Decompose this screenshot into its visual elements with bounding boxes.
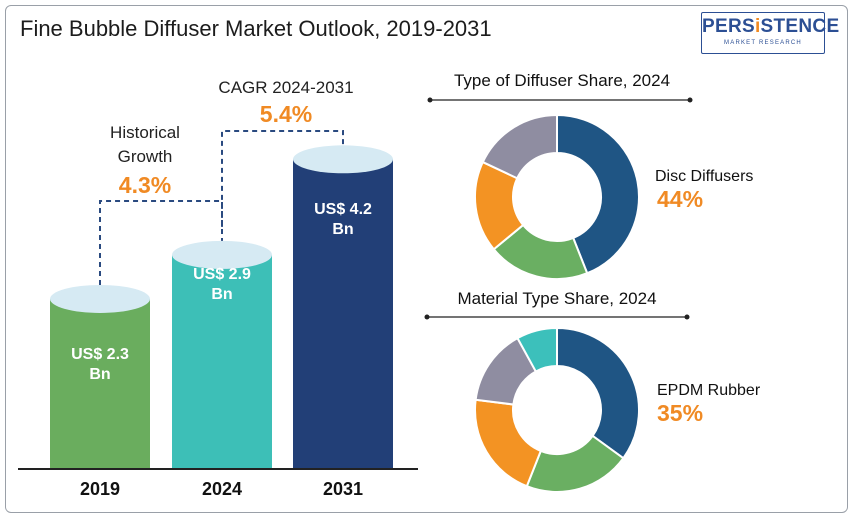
- disc-diffusers-label: Disc Diffusers: [655, 168, 754, 185]
- x-tick-2024: 2024: [201, 479, 243, 499]
- cagr-connector: [221, 130, 344, 227]
- disc-diffusers-value: 44%: [657, 186, 704, 212]
- bar-2019: [50, 298, 150, 468]
- bar-value-2031-line1: US$ 4.2: [314, 201, 372, 218]
- bar-cap-2019: [50, 284, 150, 313]
- epdm-rubber-value: 35%: [657, 400, 704, 426]
- bar-value-2024-line2: Bn: [211, 286, 233, 303]
- bar-value-2031-line2: Bn: [332, 221, 354, 238]
- logo-brand: PERSiSTENCE: [702, 16, 839, 38]
- bar-2024: [172, 254, 272, 468]
- diffuser-donut-slice-1: [556, 113, 640, 275]
- bar-value-label-2024: US$ 2.9 Bn: [172, 265, 272, 305]
- material-title-rule-dot-left: [424, 314, 430, 320]
- material-donut-slice-5: [516, 326, 558, 373]
- logo-brand-b: STENCE: [760, 16, 840, 37]
- historical-label-line2: Growth: [117, 147, 173, 166]
- bar-value-label-2031: US$ 4.2 Bn: [293, 200, 393, 240]
- logo-brand-i: i: [754, 16, 761, 37]
- bar-value-2024-line1: US$ 2.9: [193, 266, 251, 283]
- bar-cap-2031: [293, 145, 393, 174]
- bar-2031: [293, 159, 393, 469]
- historical-growth-label: Historical Growth: [80, 121, 210, 169]
- x-tick-2031: 2031: [322, 479, 364, 499]
- page-title: Fine Bubble Diffuser Market Outlook, 201…: [20, 16, 492, 41]
- historical-growth-connector: [99, 200, 223, 285]
- epdm-rubber-label: EPDM Rubber: [657, 382, 761, 399]
- logo-subtitle: MARKET RESEARCH: [724, 40, 802, 46]
- bar-value-2019-line1: US$ 2.3: [71, 346, 129, 363]
- cagr-value: 5.4%: [259, 101, 313, 127]
- persistence-logo: PERSiSTENCE MARKET RESEARCH: [701, 12, 839, 54]
- logo-brand-a: PERS: [702, 16, 755, 37]
- historical-label-line1: Historical: [110, 123, 180, 142]
- diffuser-donut-slice-4: [481, 113, 558, 180]
- material-share-title: Material Type Share, 2024: [427, 289, 687, 309]
- x-tick-2019: 2019: [79, 479, 121, 499]
- diffuser-share-title: Type of Diffuser Share, 2024: [430, 71, 694, 91]
- material-donut-slice-1: [556, 326, 640, 460]
- bar-value-label-2019: US$ 2.3 Bn: [50, 345, 150, 385]
- diffuser-title-rule-dot-right: [687, 97, 693, 103]
- material-donut-slice-3: [474, 398, 543, 488]
- cagr-label: CAGR 2024-2031: [218, 78, 354, 97]
- bar-value-2019-line2: Bn: [89, 366, 111, 383]
- bar-cap-2024: [172, 240, 272, 269]
- diffuser-title-rule-dot-left: [427, 97, 433, 103]
- material-title-rule-dot-right: [684, 314, 690, 320]
- historical-growth-value: 4.3%: [118, 172, 172, 198]
